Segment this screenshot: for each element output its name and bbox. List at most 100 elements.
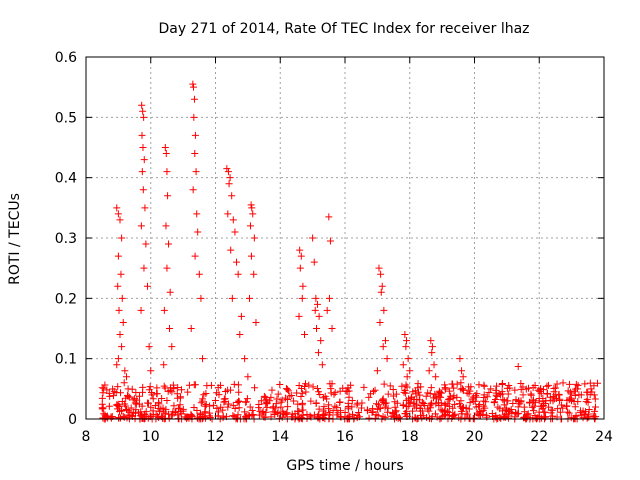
- data-point-background: [295, 381, 303, 389]
- data-point-background: [290, 397, 298, 405]
- data-point-background: [285, 387, 293, 395]
- data-point-background: [215, 391, 223, 399]
- data-point: [480, 391, 488, 399]
- data-point-background: [347, 381, 355, 389]
- data-point-background: [424, 405, 432, 413]
- data-point-background: [511, 386, 519, 394]
- data-point-background: [324, 405, 332, 413]
- data-point-background: [299, 406, 307, 414]
- data-point-background: [517, 385, 525, 393]
- data-point: [503, 397, 511, 405]
- y-tick-label: 0.5: [55, 110, 77, 126]
- data-point-background: [459, 386, 467, 394]
- data-point-background: [549, 406, 557, 414]
- data-point-background: [277, 403, 285, 411]
- data-point-background: [431, 410, 439, 418]
- data-point-background: [528, 403, 536, 411]
- data-point-background: [392, 407, 400, 415]
- data-point-background: [574, 398, 582, 406]
- data-point-background: [476, 408, 484, 416]
- data-point-background: [493, 382, 501, 390]
- data-point-background: [502, 404, 510, 412]
- data-point: [402, 343, 410, 351]
- data-point-background: [132, 388, 140, 396]
- data-point: [318, 361, 326, 369]
- data-point-background: [537, 390, 545, 398]
- data-point: [430, 361, 438, 369]
- data-point-background: [482, 398, 490, 406]
- data-point-background: [210, 401, 218, 409]
- data-point: [381, 337, 389, 345]
- data-point-background: [558, 401, 566, 409]
- data-point: [514, 363, 522, 371]
- data-point-background: [149, 395, 157, 403]
- data-point-background: [115, 402, 123, 410]
- data-point-background: [306, 412, 314, 420]
- data-point-background: [123, 414, 131, 422]
- data-point: [229, 216, 237, 224]
- y-tick-label: 0.2: [55, 291, 77, 307]
- data-point: [377, 288, 385, 296]
- data-point-background: [353, 401, 361, 409]
- data-point: [118, 294, 126, 302]
- data-point-background: [273, 395, 281, 403]
- data-point-background: [143, 399, 151, 407]
- data-point: [162, 150, 170, 158]
- data-point-background: [401, 387, 409, 395]
- data-point-background: [98, 394, 106, 402]
- data-point-background: [458, 385, 466, 393]
- data-point-background: [320, 410, 328, 418]
- data-point-background: [519, 414, 527, 422]
- data-point-background: [526, 398, 534, 406]
- data-point: [116, 331, 124, 339]
- data-point: [199, 355, 207, 363]
- data-point-background: [202, 400, 210, 408]
- data-point-background: [436, 388, 444, 396]
- data-point: [141, 204, 149, 212]
- data-point-background: [559, 379, 567, 387]
- data-point: [114, 252, 122, 260]
- data-point: [310, 258, 318, 266]
- data-point-background: [348, 396, 356, 404]
- data-point: [224, 168, 232, 176]
- data-point: [250, 234, 258, 242]
- y-axis-label: ROTI / TECUs: [7, 193, 23, 285]
- data-point-background: [302, 388, 310, 396]
- data-point-background: [214, 412, 222, 420]
- data-point-background: [286, 392, 294, 400]
- data-point-background: [507, 406, 515, 414]
- x-tick-label: 12: [207, 429, 225, 445]
- data-point: [119, 318, 127, 326]
- data-point-background: [539, 386, 547, 394]
- data-point: [457, 379, 465, 387]
- data-point: [168, 343, 176, 351]
- data-point: [378, 282, 386, 290]
- data-point: [428, 349, 436, 357]
- data-point-background: [198, 397, 206, 405]
- x-tick-label: 16: [336, 429, 354, 445]
- data-point-background: [409, 407, 417, 415]
- data-point-background: [288, 410, 296, 418]
- data-point-background: [465, 405, 473, 413]
- data-point-background: [583, 414, 591, 422]
- data-point-background: [249, 411, 257, 419]
- data-point-background: [590, 382, 598, 390]
- data-point: [189, 80, 197, 88]
- data-point-background: [234, 411, 242, 419]
- data-point-background: [571, 391, 579, 399]
- data-point-background: [146, 383, 154, 391]
- data-point-background: [503, 384, 511, 392]
- data-point: [587, 385, 595, 393]
- data-point-background: [230, 380, 238, 388]
- data-point-background: [135, 392, 143, 400]
- data-point-background: [251, 384, 259, 392]
- data-point-background: [336, 398, 344, 406]
- data-point: [311, 306, 319, 314]
- data-point: [122, 373, 130, 381]
- data-point-background: [380, 380, 388, 388]
- data-point-background: [297, 392, 305, 400]
- data-point-background: [152, 410, 160, 418]
- data-point: [326, 237, 334, 245]
- data-point-background: [193, 406, 201, 414]
- data-point-background: [530, 402, 538, 410]
